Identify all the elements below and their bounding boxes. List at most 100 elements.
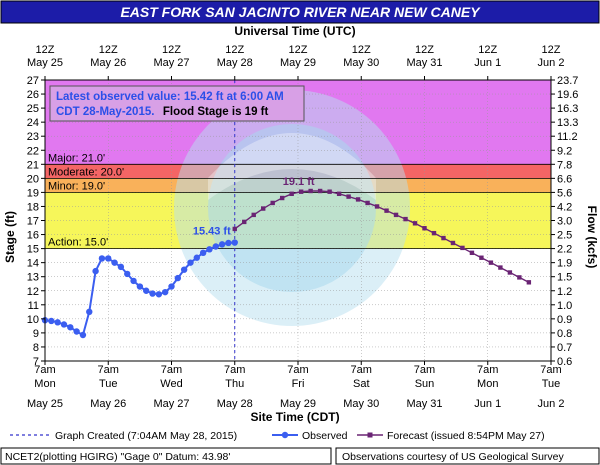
- x-axis-title: Site Time (CDT): [250, 410, 339, 424]
- band-label-minor: Minor: 19.0': [48, 180, 105, 192]
- y2-tick-label-4: 1.0: [557, 300, 572, 312]
- y2-tick-label-0: 0.6: [557, 356, 572, 368]
- bottom-tick-day-5: Sat: [353, 378, 370, 390]
- info-box-line2: CDT 28-May-2015. Flood Stage is 19 ft: [56, 102, 268, 119]
- bottom-tick-time-5: 7am: [351, 364, 372, 376]
- y-tick-label-11: 18: [27, 201, 39, 213]
- observed-point-13: [124, 270, 131, 278]
- title-bar: [0, 0, 600, 24]
- forecast-point-18: [403, 216, 408, 222]
- bottom-tick-time-4: 7am: [287, 364, 308, 376]
- observed-peak-label: 15.43 ft: [193, 226, 231, 238]
- forecast-point-10: [327, 189, 332, 194]
- top-tick-hour-8: 12Z: [542, 44, 561, 56]
- forecast-point-17: [393, 212, 399, 218]
- watermark-disc: [208, 124, 376, 292]
- top-tick-date-4: May 29: [280, 57, 316, 69]
- observed-point-12: [117, 263, 125, 271]
- observed-point-19: [161, 288, 169, 296]
- y2-tick-label-2: 0.8: [557, 328, 572, 340]
- forecast-point-28: [498, 265, 503, 270]
- y-tick-label-8: 15: [27, 244, 39, 256]
- y-axis-title: Stage (ft): [3, 211, 17, 263]
- bottom-tick-date-1: May 26: [90, 398, 126, 410]
- y2-tick-label-12: 5.6: [557, 187, 572, 199]
- forecast-point-9: [317, 188, 323, 194]
- top-tick-date-8: Jun 2: [538, 57, 565, 69]
- top-tick-date-5: May 30: [343, 57, 379, 69]
- forecast-point-0: [232, 226, 237, 232]
- y-tick-label-0: 7: [33, 356, 39, 368]
- forecast-point-22: [441, 235, 446, 241]
- band-labels: Major: 21.0' Moderate: 20.0' Minor: 19.0' A…: [48, 152, 124, 248]
- band-label-action: Action: 15.0': [48, 237, 108, 249]
- observed-point-18: [155, 291, 163, 298]
- observed-point-26: [206, 246, 213, 253]
- top-tick-date-1: May 26: [90, 57, 126, 69]
- observed-point-10: [105, 255, 112, 262]
- forecast-point-5: [279, 195, 285, 201]
- bottom-tick-time-7: 7am: [477, 364, 498, 376]
- y2-tick-label-17: 13.3: [557, 117, 578, 129]
- observed-point-30: [231, 239, 238, 246]
- forecast-point-1: [242, 219, 247, 225]
- observed-point-23: [187, 259, 194, 266]
- forecast-point-14: [365, 200, 370, 206]
- bottom-tick-time-2: 7am: [161, 364, 182, 376]
- top-tick-date-7: Jun 1: [474, 57, 501, 69]
- y2-tick-label-16: 11.2: [557, 131, 578, 143]
- y2-tick-label-15: 9.2: [557, 145, 572, 157]
- y-tick-label-4: 11: [28, 300, 39, 312]
- top-tick-hour-7: 12Z: [478, 44, 497, 56]
- y-tick-label-14: 21: [27, 159, 39, 171]
- forecast-point-25: [469, 250, 475, 256]
- y2-tick-label-5: 1.2: [557, 286, 572, 298]
- observed-point-3: [60, 321, 68, 328]
- forecast-point-2: [251, 212, 256, 218]
- forecast-point-13: [355, 197, 361, 202]
- top-tick-date-0: May 25: [27, 57, 63, 69]
- y-tick-label-15: 22: [27, 145, 39, 157]
- y2-tick-label-8: 2.2: [557, 244, 572, 256]
- forecast-point-31: [526, 280, 532, 285]
- bottom-tick-date-3: May 28: [217, 398, 253, 410]
- observed-point-6: [79, 331, 87, 339]
- observed-point-9: [98, 255, 106, 262]
- y-tick-label-13: 20: [27, 173, 39, 185]
- bottom-tick-time-8: 7am: [540, 364, 561, 376]
- legend-forecast-marker: [367, 432, 373, 438]
- legend-observed: Observed: [302, 430, 348, 442]
- y2-tick-label-11: 4.2: [557, 201, 572, 213]
- info-box: Latest observed value: 15.42 ft at 6:00 …: [49, 85, 305, 122]
- watermark-bird: [208, 133, 376, 200]
- y-tick-label-9: 16: [27, 230, 39, 242]
- observed-point-2: [54, 319, 61, 326]
- y-tick-label-5: 12: [27, 286, 39, 298]
- footer-right-box: [335, 447, 600, 465]
- bottom-tick-date-4: May 29: [280, 398, 316, 410]
- forecast-point-30: [517, 275, 522, 280]
- forecast-point-6: [289, 191, 294, 197]
- y2-tick-label-10: 3.0: [557, 216, 572, 228]
- plot-area: Major: 21.0' Moderate: 20.0' Minor: 19.0' A…: [41, 79, 552, 362]
- bottom-tick-time-0: 7am: [34, 364, 55, 376]
- footer-credit: Observations courtesy of US Geological S…: [342, 451, 565, 463]
- bottom-tick-date-2: May 27: [153, 398, 189, 410]
- bottom-tick-day-3: Thu: [225, 378, 244, 390]
- observed-point-8: [92, 267, 99, 275]
- bottom-tick-day-0: Mon: [34, 378, 55, 390]
- forecast-point-23: [450, 240, 456, 246]
- noaa-watermark: [174, 90, 410, 326]
- top-tick-hour-2: 12Z: [162, 44, 181, 56]
- bottom-tick-day-8: Tue: [542, 378, 561, 390]
- observed-point-15: [136, 283, 144, 290]
- info-box-frame: [49, 85, 305, 122]
- legend-forecast: Forecast (issued 8:54PM May 27): [387, 430, 545, 442]
- forecast-point-8: [308, 188, 313, 194]
- observed-point-14: [130, 277, 137, 285]
- y2-tick-label-20: 23.7: [557, 75, 578, 87]
- observed-point-17: [149, 290, 156, 297]
- observed-point-7: [86, 308, 93, 316]
- y-tick-label-7: 14: [27, 258, 39, 270]
- y2-tick-label-13: 6.6: [557, 173, 572, 185]
